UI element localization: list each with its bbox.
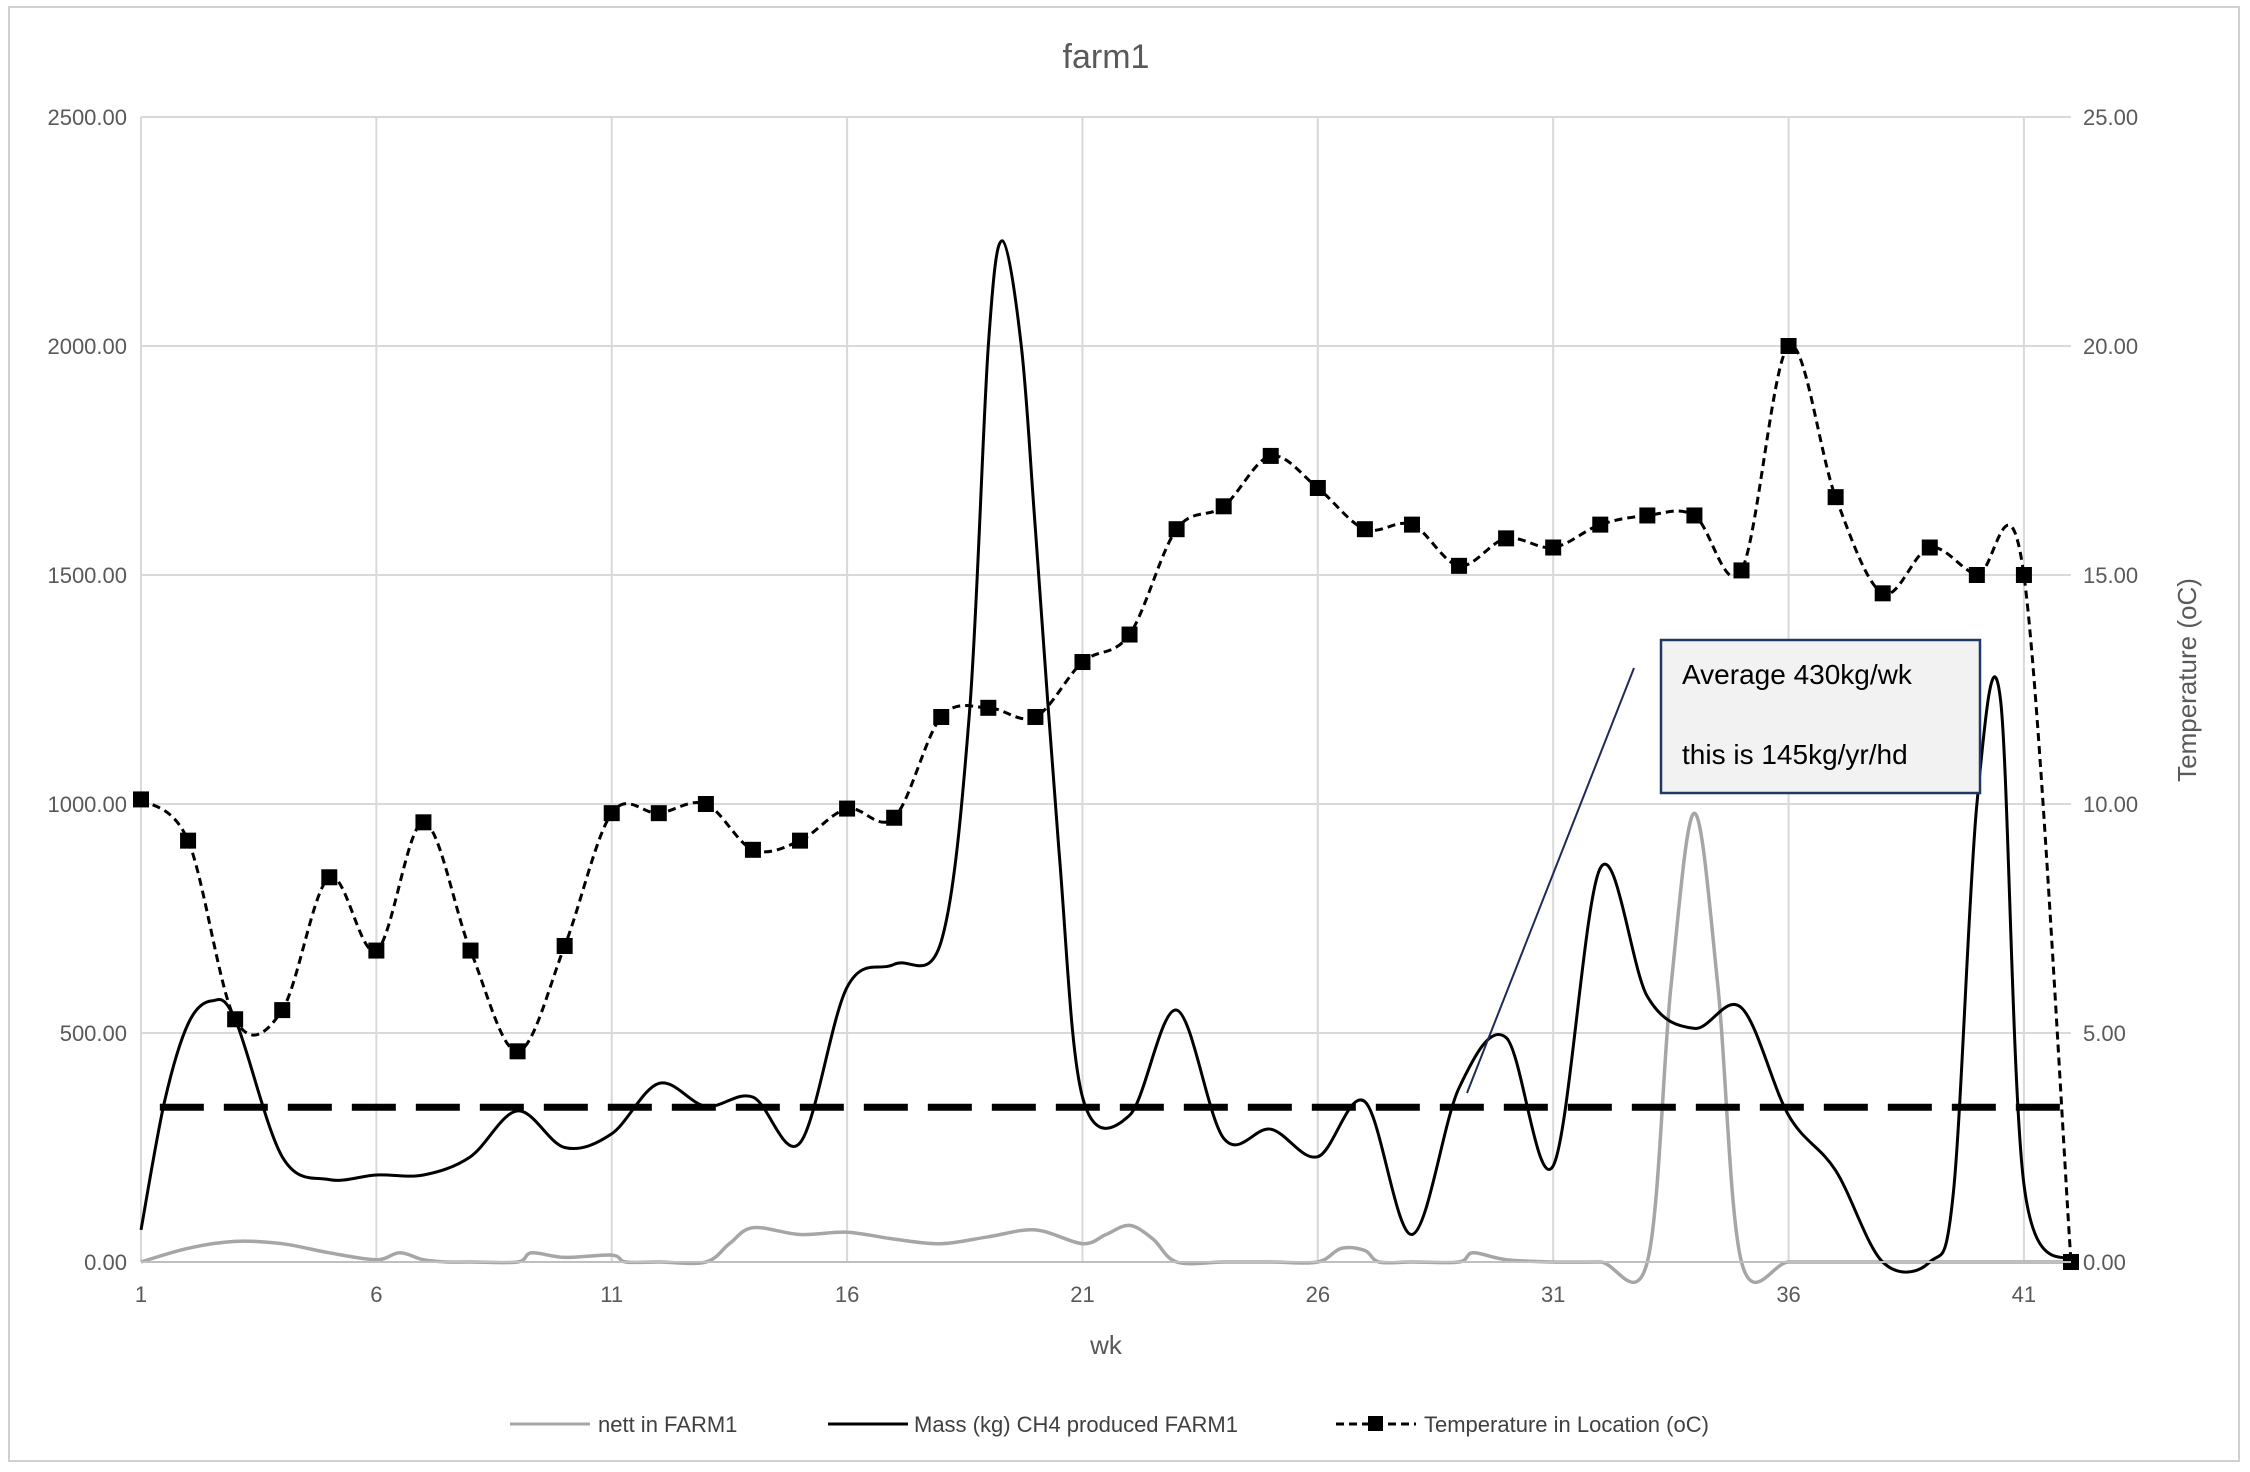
temperature-point	[415, 814, 432, 831]
temperature-point	[1780, 338, 1797, 354]
y2-tick-label: 15.00	[2083, 563, 2138, 588]
temperature-point	[1592, 516, 1609, 533]
temperature-point	[509, 1043, 526, 1060]
x-tick-label: 6	[370, 1282, 382, 1307]
temperature-point	[2015, 567, 2032, 583]
temperature-point	[1121, 626, 1138, 643]
annotation-line-2: this is 145kg/yr/hd	[1682, 739, 1908, 770]
y-tick-label: 0.00	[84, 1250, 127, 1275]
temperature-point	[133, 791, 149, 808]
axis-layer: 0.00 500.00 1000.00 1500.00 2000.00 2500.00 0.…	[47, 105, 2138, 1307]
chart-title: farm1	[1063, 38, 1150, 76]
x-tick-label: 21	[1070, 1282, 1094, 1307]
temperature-point	[321, 869, 338, 886]
y2-tick-label: 0.00	[2083, 1250, 2126, 1275]
temperature-point	[933, 708, 950, 725]
temperature-point	[1215, 498, 1232, 515]
temperature-point	[603, 805, 620, 822]
y-tick-label: 1000.00	[47, 792, 127, 817]
series-layer	[133, 239, 2079, 1284]
y2-tick-label: 5.00	[2083, 1021, 2126, 1046]
annotation-box	[1659, 638, 1982, 795]
temperature-point	[180, 832, 197, 849]
temperature-point	[368, 942, 385, 959]
temperature-point	[1545, 539, 1562, 556]
legend-marker-temp	[1368, 1416, 1383, 1431]
annotation-line-1: Average 430kg/wk	[1682, 659, 1913, 690]
temperature-point	[274, 1002, 291, 1019]
y2-axis-title: Temperature (oC)	[2172, 578, 2202, 782]
temperature-point	[1262, 447, 1279, 464]
y-tick-label: 1500.00	[47, 563, 127, 588]
y-tick-label: 2000.00	[47, 334, 127, 359]
y2-tick-label: 20.00	[2083, 334, 2138, 359]
temperature-point	[792, 832, 809, 849]
x-tick-label: 41	[2012, 1282, 2036, 1307]
legend: nett in FARM1 Mass (kg) CH4 produced FAR…	[510, 1412, 1709, 1437]
temperature-point	[1686, 507, 1703, 524]
annotation-pointer-line	[1466, 667, 1635, 1094]
temperature-point	[1403, 516, 1420, 533]
temperature-point	[1968, 567, 1985, 583]
temperature-point	[886, 809, 903, 826]
temperature-point	[1074, 654, 1091, 671]
temperature-point	[1827, 489, 1844, 506]
series-line-ch4	[139, 239, 2073, 1274]
temperature-point	[1168, 521, 1185, 538]
x-tick-label: 11	[600, 1282, 623, 1307]
temperature-point	[839, 800, 856, 817]
temperature-point	[1309, 479, 1326, 496]
temperature-point	[556, 937, 573, 954]
temperature-point	[1874, 585, 1891, 602]
temperature-point	[1921, 539, 1938, 556]
temperature-point	[1356, 521, 1373, 538]
y2-tick-label: 25.00	[2083, 105, 2138, 130]
y-tick-label: 500.00	[60, 1021, 127, 1046]
temperature-point	[1027, 708, 1044, 725]
x-tick-label: 36	[1776, 1282, 1800, 1307]
temperature-point	[462, 942, 479, 959]
annotation-layer: Average 430kg/wk this is 145kg/yr/hd	[1466, 638, 1982, 1094]
y-tick-label: 2500.00	[47, 105, 127, 130]
temperature-point	[1733, 562, 1750, 579]
legend-label-nett: nett in FARM1	[598, 1412, 737, 1437]
y2-tick-label: 10.00	[2083, 792, 2138, 817]
x-tick-label: 16	[835, 1282, 859, 1307]
x-axis-title: wk	[1089, 1330, 1123, 1360]
x-tick-label: 31	[1541, 1282, 1565, 1307]
temperature-point	[1639, 507, 1656, 524]
temperature-point	[744, 841, 761, 858]
x-tick-label: 26	[1306, 1282, 1330, 1307]
series-line-nett	[140, 811, 2071, 1284]
x-tick-label: 1	[135, 1282, 147, 1307]
temperature-point	[697, 796, 714, 812]
legend-label-ch4: Mass (kg) CH4 produced FARM1	[914, 1412, 1238, 1437]
temperature-point	[1498, 530, 1515, 547]
temperature-point	[1451, 557, 1468, 574]
legend-label-temp: Temperature in Location (oC)	[1424, 1412, 1709, 1437]
temperature-point	[650, 805, 667, 822]
temperature-point	[227, 1011, 244, 1028]
temperature-point	[980, 699, 997, 716]
